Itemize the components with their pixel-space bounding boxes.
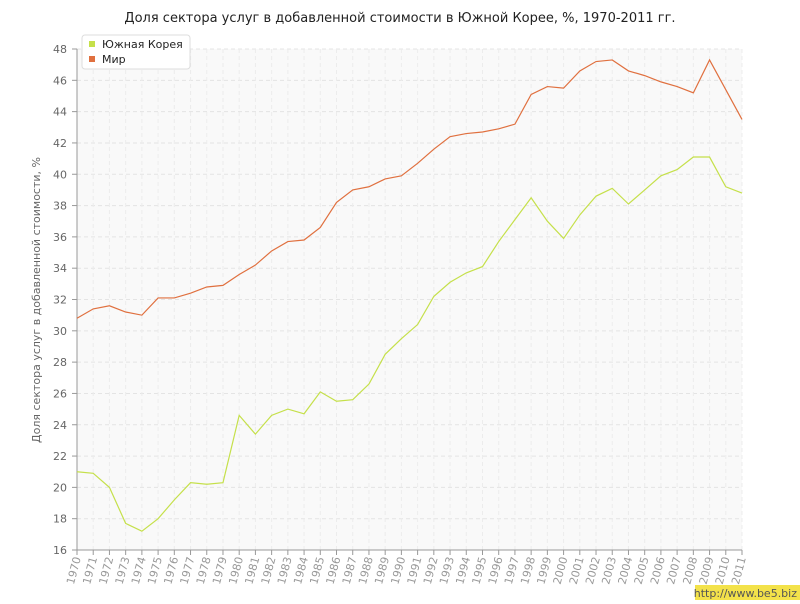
y-tick-label: 16 [53, 544, 67, 557]
y-tick-label: 46 [53, 74, 67, 87]
y-tick-label: 22 [53, 450, 67, 463]
y-axis-label: Доля сектора услуг в добавленной стоимос… [30, 157, 43, 443]
y-tick-label: 24 [53, 419, 67, 432]
y-tick-label: 48 [53, 43, 67, 56]
y-tick-label: 42 [53, 137, 67, 150]
y-tick-label: 32 [53, 294, 67, 307]
legend-label: Южная Корея [102, 38, 183, 51]
legend-swatch [89, 56, 95, 62]
legend-box [81, 34, 191, 70]
series-line [76, 58, 743, 319]
y-tick-label: 18 [53, 513, 67, 526]
y-tick-label: 34 [53, 262, 67, 275]
y-tick-label: 28 [53, 356, 67, 369]
y-tick-label: 30 [53, 325, 67, 338]
legend-swatch [89, 41, 95, 47]
series-line [76, 156, 743, 532]
y-tick-label: 36 [53, 231, 67, 244]
chart-title: Доля сектора услуг в добавленной стоимос… [124, 11, 675, 26]
legend-label: Мир [102, 53, 126, 66]
y-tick-label: 38 [53, 200, 67, 213]
watermark: http://www.be5.biz [694, 587, 797, 600]
watermark-bg [695, 585, 800, 600]
y-tick-label: 44 [53, 106, 67, 119]
y-tick-label: 26 [53, 387, 67, 400]
y-tick-label: 40 [53, 168, 67, 181]
y-tick-label: 20 [53, 481, 67, 494]
